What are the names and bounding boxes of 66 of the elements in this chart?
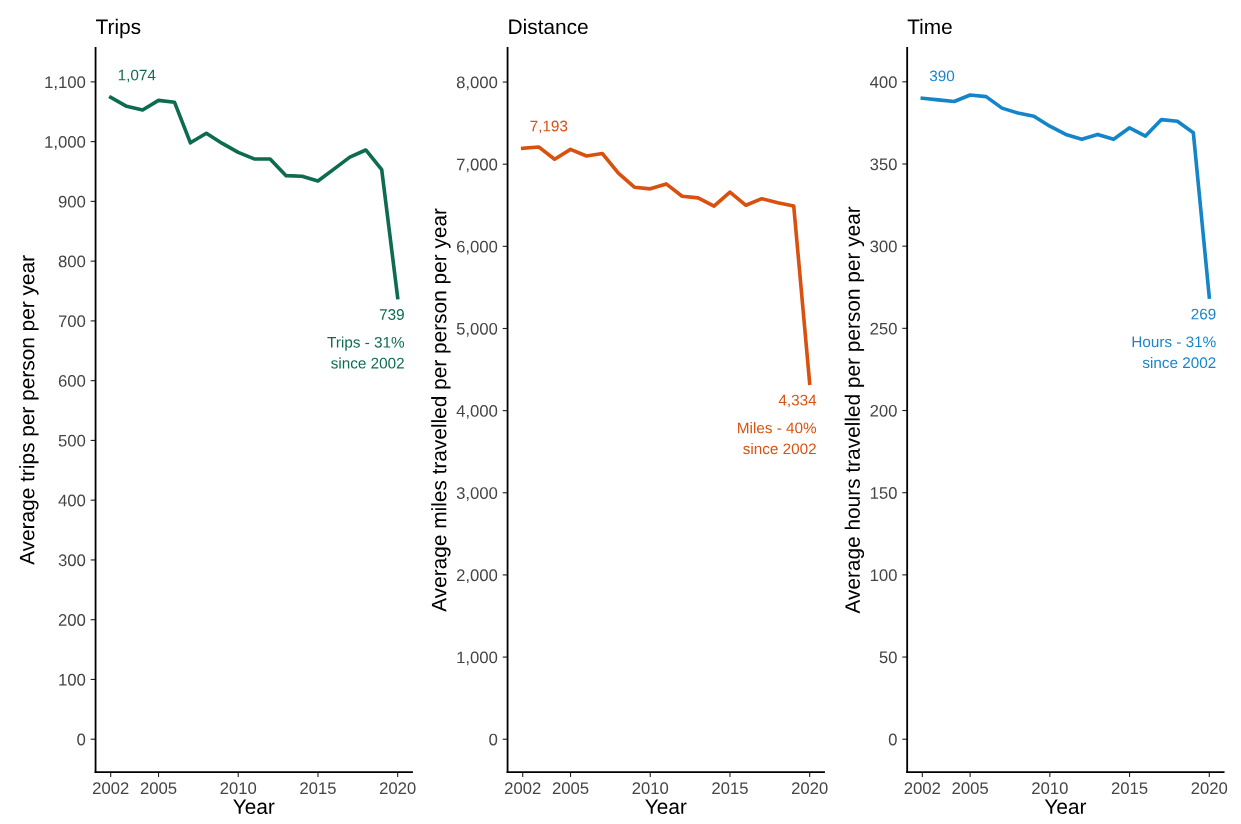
y-tick-label: 7,000 (457, 158, 498, 173)
y-tick-label: 800 (58, 255, 86, 268)
y-tick-label: 50 (879, 651, 897, 664)
x-tick-label: 2015 (1111, 782, 1148, 795)
x-tick-label: 2010 (1032, 782, 1068, 795)
chart-title: Distance (509, 18, 588, 35)
annotation: 390 (929, 70, 955, 82)
annotation: Trips - 31% since 2002 (327, 336, 405, 369)
y-tick-label: 900 (58, 195, 86, 208)
y-tick-label: 100 (59, 673, 86, 686)
y-tick-label: 0 (77, 733, 86, 746)
annotation: 7,193 (530, 120, 568, 134)
y-tick-label: 3,000 (456, 487, 498, 501)
y-tick-label: 300 (870, 240, 897, 253)
x-tick-label: 2020 (1191, 782, 1228, 795)
y-tick-label: 0 (489, 733, 498, 746)
y-axis-title: Average miles travelled per person per year (431, 208, 451, 612)
y-tick-label: 700 (58, 315, 86, 328)
x-axis-title: Year (233, 799, 275, 815)
annotation: 739 (379, 309, 404, 320)
y-tick-label: 1,100 (45, 76, 86, 91)
y-tick-label: 1,000 (457, 651, 498, 666)
annotation: 4,334 (778, 394, 817, 408)
y-tick-label: 500 (58, 434, 86, 447)
y-tick-label: 400 (870, 76, 897, 89)
annotation: Hours - 31% since 2002 (1132, 336, 1216, 369)
x-tick-label: 2005 (952, 782, 988, 795)
x-tick-label: 2015 (300, 782, 336, 795)
y-tick-label: 300 (58, 554, 86, 567)
annotation: 1,074 (118, 69, 156, 83)
y-axis-title: Average trips per person per year (19, 255, 39, 565)
y-tick-label: 350 (870, 158, 897, 171)
y-tick-label: 250 (870, 322, 897, 335)
y-tick-label: 4,000 (456, 405, 498, 419)
x-axis-title: Year (1044, 799, 1087, 815)
y-axis-title: Average hours travelled per person per year (844, 206, 865, 614)
x-tick-label: 2020 (379, 782, 416, 795)
y-tick-label: 200 (870, 404, 897, 417)
x-tick-label: 2015 (712, 782, 748, 795)
y-tick-label: 150 (870, 487, 897, 499)
y-tick-label: 0 (888, 733, 897, 746)
chart-title: Time (907, 18, 952, 35)
chart-title: Trips (96, 18, 141, 39)
x-tick-label: 2010 (632, 782, 669, 795)
y-tick-label: 200 (58, 614, 86, 626)
line-series (520, 145, 812, 386)
y-tick-label: 400 (58, 494, 86, 507)
x-tick-label: 2002 (505, 782, 541, 795)
y-tick-label: 2,000 (456, 569, 498, 584)
x-tick-label: 2002 (904, 782, 941, 795)
annotation: 269 (1191, 308, 1216, 320)
y-tick-label: 1,000 (45, 136, 86, 150)
line-series (920, 93, 1212, 299)
y-tick-label: 100 (870, 569, 897, 582)
y-tick-label: 600 (58, 375, 86, 387)
x-axis-title: Year (645, 799, 687, 815)
x-tick-label: 2020 (791, 782, 828, 795)
y-tick-label: 8,000 (456, 76, 498, 91)
y-tick-label: 6,000 (456, 240, 498, 255)
x-tick-label: 2002 (93, 782, 129, 795)
x-tick-label: 2005 (552, 782, 589, 795)
x-tick-label: 2005 (140, 782, 177, 795)
line-series (108, 95, 400, 300)
annotation: Miles - 40% since 2002 (738, 422, 817, 455)
y-tick-label: 5,000 (456, 322, 498, 337)
x-tick-label: 2010 (220, 782, 257, 795)
